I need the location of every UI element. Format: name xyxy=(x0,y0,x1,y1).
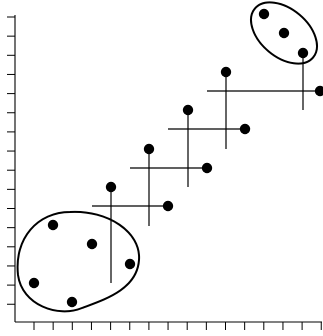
cross-1-point-top xyxy=(105,181,117,193)
lower-cluster-outline xyxy=(16,210,141,313)
upper-cluster-outline xyxy=(250,1,318,65)
lower-cluster-point xyxy=(86,238,98,250)
crosses xyxy=(92,53,323,283)
upper-cluster xyxy=(250,1,318,65)
lower-cluster-point xyxy=(124,258,136,270)
cross-2 xyxy=(130,143,213,226)
lower-cluster xyxy=(16,210,141,313)
cross-1 xyxy=(92,181,174,283)
axes xyxy=(7,15,322,330)
upper-cluster-point xyxy=(278,27,290,39)
upper-cluster-point xyxy=(258,8,270,20)
cross-2-point-top xyxy=(143,143,155,155)
cross-3-point-right xyxy=(239,123,251,135)
cross-4-point-top xyxy=(220,66,232,78)
lower-cluster-point xyxy=(47,219,59,231)
lower-cluster-point xyxy=(66,296,78,308)
x-axis-ticks xyxy=(33,322,322,330)
lower-cluster-point xyxy=(28,277,40,289)
cross-3 xyxy=(168,104,251,187)
cross-2-point-right xyxy=(201,162,213,174)
upper-cluster-point xyxy=(297,47,309,59)
cross-1-point-right xyxy=(162,200,174,212)
y-axis-ticks xyxy=(7,16,15,305)
cross-4 xyxy=(207,66,323,149)
cross-4-point-right xyxy=(314,85,323,97)
cross-3-point-top xyxy=(182,104,194,116)
